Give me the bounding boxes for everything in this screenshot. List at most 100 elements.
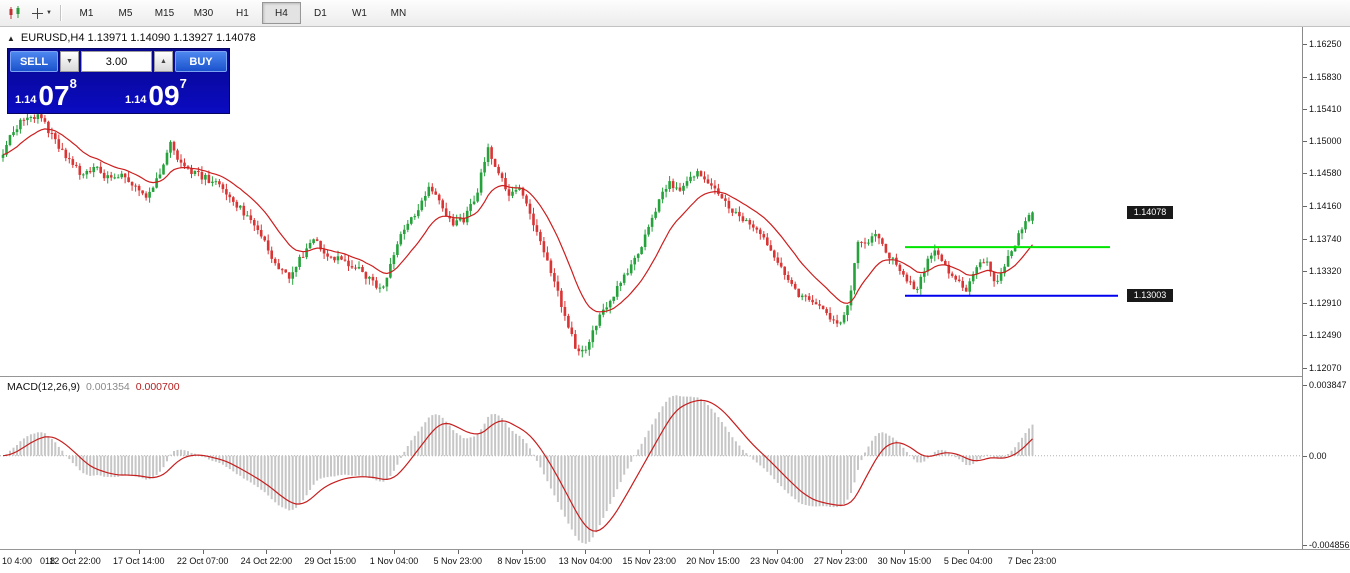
time-axis-label: 23 Nov 04:00: [750, 556, 804, 566]
time-axis-label: 20 Nov 15:00: [686, 556, 740, 566]
time-axis-tick: [138, 550, 140, 554]
timeframe-button-m15[interactable]: M15: [154, 7, 175, 19]
price-axis-tick: [1303, 302, 1307, 304]
price-axis-tick: [1303, 44, 1307, 45]
time-axis-tick: [713, 550, 714, 554]
symbol-info: ▲ EURUSD,H4 1.13971 1.14090 1.13927 1.14…: [7, 32, 256, 44]
time-axis-label: 8 Nov 15:00: [497, 556, 546, 566]
time-axis-tick: [585, 550, 587, 554]
macd-axis-label: -0.004856: [1309, 540, 1350, 550]
price-badge: 1.13003: [1127, 289, 1173, 303]
price-axis-label: 1.12070: [1309, 363, 1342, 373]
sell-button[interactable]: SELL: [10, 51, 58, 72]
price-axis-tick: [1303, 173, 1307, 175]
price-scale[interactable]: 1.16250 1.15830 1.15410 1.15000 1.14580 1.141…: [1302, 27, 1350, 550]
trade-prices-row: 1.14 07 8 1.14 09 7: [10, 74, 227, 111]
timeframe-button-mn[interactable]: MN: [390, 7, 407, 19]
toolbar-separator: [59, 5, 61, 21]
chevron-down-icon: ▼: [46, 10, 52, 16]
trade-controls-row: SELL ▼ ▲ BUY: [10, 51, 227, 72]
time-axis-label: 018: [40, 556, 56, 566]
macd-axis-tick: [1303, 545, 1307, 546]
time-axis-label: 5 Dec 04:00: [943, 556, 993, 566]
macd-axis-tick: [1303, 385, 1307, 386]
panel-divider[interactable]: [0, 376, 1350, 377]
cursor-tools-button[interactable]: ▼: [27, 2, 56, 24]
time-axis-tick: [330, 550, 332, 554]
price-axis-tick: [1303, 140, 1307, 142]
bid-price: 1.14 07 8: [10, 74, 117, 111]
timeframe-button-w1[interactable]: W1: [351, 7, 367, 19]
price-axis-label: 1.15830: [1309, 71, 1342, 82]
price-axis-label: 1.14160: [1309, 201, 1342, 211]
ohlc-text: EURUSD,H4 1.13971 1.14090 1.13927 1.1407…: [20, 32, 256, 44]
ask-prefix: 1.14: [125, 94, 147, 106]
price-axis-tick: [1303, 335, 1307, 337]
time-axis-label: 24 Oct 22:00: [240, 556, 293, 566]
macd-axis-label: 0.003847: [1309, 380, 1347, 390]
macd-axis-tick: [1303, 455, 1307, 457]
price-axis-tick: [1303, 206, 1307, 207]
time-axis-label: 17 Oct 14:00: [113, 556, 165, 566]
time-axis-tick: [202, 550, 204, 554]
volume-input[interactable]: [81, 51, 152, 72]
price-axis-tick: [1303, 76, 1307, 78]
timeframe-button-m30[interactable]: M30: [193, 7, 214, 19]
time-axis-label: 15 Nov 23:00: [622, 556, 676, 566]
time-axis-label: 7 Dec 23:00: [1007, 556, 1057, 566]
macd-name: MACD(12,26,9): [7, 381, 80, 393]
macd-panel: MACD(12,26,9) 0.001354 0.000700: [0, 377, 1302, 549]
time-axis-tick: [75, 550, 76, 554]
price-axis-label: 1.15000: [1309, 135, 1342, 146]
timeframe-button-h4[interactable]: H4: [261, 2, 301, 24]
toolbar: ▼ M1 M5 M15 M30 H1 H4 D1 W1 MN: [0, 0, 1350, 27]
time-axis-label: 30 Nov 15:00: [877, 556, 932, 566]
price-axis-label: 1.12910: [1309, 297, 1342, 308]
time-axis-tick: [521, 550, 523, 554]
time-axis-tick: [904, 550, 906, 554]
symbol-marker-icon: ▲: [7, 33, 15, 43]
macd-indicator-label: MACD(12,26,9) 0.001354 0.000700: [7, 381, 180, 393]
ask-price: 1.14 09 7: [120, 74, 227, 111]
time-axis-tick: [457, 550, 459, 554]
bid-pip-digit: 8: [69, 76, 77, 91]
time-axis-label: 22 Oct 07:00: [176, 556, 229, 566]
price-axis-label: 1.13740: [1309, 233, 1342, 244]
bid-big-digits: 07: [38, 80, 70, 111]
timeframe-button-m1[interactable]: M1: [79, 7, 94, 19]
price-badge: 1.14078: [1127, 205, 1173, 219]
time-axis-label: 29 Oct 15:00: [304, 556, 356, 566]
macd-signal: 0.000700: [135, 381, 180, 393]
ask-big-digits: 09: [148, 80, 180, 111]
one-click-trading-panel: SELL ▼ ▲ BUY 1.14 07 8 1.14 09 7: [8, 49, 229, 113]
volume-increase-button[interactable]: ▲: [154, 51, 173, 72]
price-axis-label: 1.15410: [1309, 104, 1342, 115]
macd-chart[interactable]: [0, 377, 1302, 549]
time-axis-tick: [968, 550, 970, 554]
crosshair-icon: [32, 7, 43, 19]
macd-value: 0.001354: [85, 381, 130, 393]
price-axis-label: 1.12490: [1309, 330, 1342, 341]
chart-type-button[interactable]: [3, 2, 27, 24]
timeframe-button-d1[interactable]: D1: [314, 7, 327, 19]
timeframe-button-h1[interactable]: H1: [236, 7, 249, 19]
price-axis-tick: [1303, 238, 1307, 240]
price-axis-tick: [1303, 109, 1307, 111]
chart-panel: ▲ EURUSD,H4 1.13971 1.14090 1.13927 1.14…: [0, 27, 1302, 376]
time-axis-label: 5 Nov 23:00: [433, 556, 483, 566]
buy-button[interactable]: BUY: [175, 51, 227, 72]
time-scale[interactable]: 10 4:00 018 12 Oct 22:00 17 Oct 14:00 22 Oct…: [0, 550, 1350, 573]
volume-dropdown-button[interactable]: ▼: [60, 51, 79, 72]
timeframe-button-m5[interactable]: M5: [118, 7, 133, 19]
price-chart[interactable]: [0, 27, 1302, 376]
time-axis-label: 1 Nov 04:00: [369, 556, 419, 566]
candlestick-chart-icon: [9, 6, 20, 19]
time-axis-label: 13 Nov 04:00: [558, 556, 613, 566]
time-axis-label: 12 Oct 22:00: [49, 556, 101, 566]
time-axis-tick: [649, 550, 651, 554]
price-axis-tick: [1303, 368, 1307, 369]
timeframe-group: M1 M5 M15 M30 H1 H4 D1 W1 MN: [67, 2, 418, 24]
time-axis-tick: [394, 550, 395, 554]
time-axis-tick: [840, 550, 842, 554]
